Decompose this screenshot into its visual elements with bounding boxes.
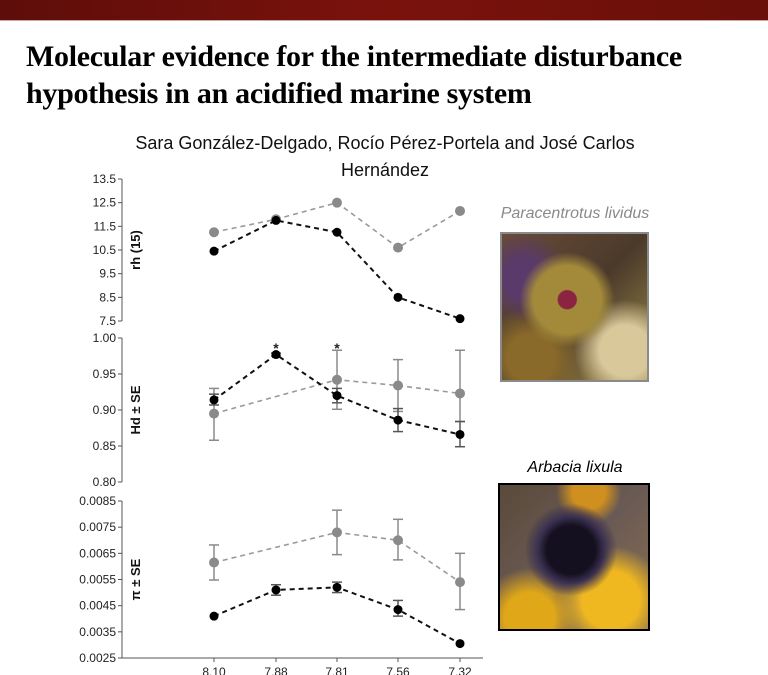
x-tick-label: 8.10: [202, 665, 226, 675]
data-point: [209, 246, 219, 256]
y-tick-label: 0.0035: [79, 625, 116, 639]
series-line: [213, 219, 461, 320]
data-point: [209, 557, 219, 568]
data-point: [455, 639, 465, 649]
y-tick-label: 1.00: [93, 331, 117, 345]
y-tick-label: 12.5: [93, 196, 117, 210]
series-line: [213, 353, 461, 436]
data-point: [332, 374, 342, 385]
series-line: [213, 378, 461, 415]
slide-authors: Sara González-Delgado, Rocío Pérez-Porte…: [135, 133, 635, 180]
y-tick-label: 0.0065: [79, 546, 116, 560]
y-tick-label: 0.0055: [79, 573, 116, 587]
data-point: [455, 314, 465, 324]
x-tick-label: 7.56: [386, 665, 410, 675]
y-tick-label: 8.5: [99, 290, 116, 304]
x-tick-label: 7.88: [264, 665, 288, 675]
data-point: [393, 605, 403, 615]
data-point: [393, 535, 403, 546]
y-tick-label: 9.5: [99, 267, 116, 281]
y-tick-label: 0.90: [93, 403, 117, 417]
data-point: [209, 611, 219, 621]
data-point: [455, 577, 465, 588]
y-tick-label: 0.0045: [79, 599, 116, 613]
data-point: [393, 380, 403, 391]
data-point: [271, 215, 281, 225]
series-line: [213, 586, 461, 645]
series-line: [213, 201, 461, 249]
y-tick-label: 0.0025: [79, 651, 116, 665]
y-tick-label: 0.0075: [79, 520, 116, 534]
x-tick-label: 7.32: [448, 665, 472, 675]
y-tick-label: 0.80: [93, 475, 117, 489]
y-tick-label: 0.85: [93, 439, 117, 453]
data-point: [332, 391, 342, 401]
species-label-arbacia: Arbacia lixula: [527, 459, 623, 476]
photo-paracentrotus-lividus: [500, 232, 649, 382]
photo-arbacia-lixula: [498, 483, 650, 631]
data-point: [455, 388, 465, 399]
data-point: [209, 227, 219, 238]
data-point: [209, 408, 219, 419]
data-point: [332, 197, 342, 208]
data-point: [455, 205, 465, 216]
y-axis-label: rh (15): [128, 230, 143, 270]
data-point: [332, 582, 342, 592]
y-axis-label: Hd ± SE: [128, 385, 143, 434]
y-tick-label: 10.5: [93, 243, 117, 257]
x-tick-label: 7.81: [325, 665, 349, 675]
data-point: [209, 395, 219, 405]
y-tick-label: 11.5: [94, 219, 117, 233]
species-label-paracentrotus: Paracentrotus lividus: [500, 205, 650, 222]
slide-title: Molecular evidence for the intermediate …: [26, 40, 682, 110]
y-tick-label: 13.5: [93, 172, 117, 186]
data-point: [393, 415, 403, 425]
data-point: [332, 527, 342, 538]
data-point: [393, 292, 403, 302]
data-point: [455, 429, 465, 439]
significance-marker: *: [334, 340, 340, 356]
y-tick-label: 7.5: [99, 314, 116, 328]
data-point: [332, 227, 342, 237]
data-point: [271, 585, 281, 595]
significance-marker: *: [273, 340, 279, 356]
y-axis-label: π ± SE: [128, 558, 143, 600]
series-line: [213, 531, 461, 583]
y-tick-label: 0.0085: [79, 494, 116, 508]
header-bar: [0, 0, 768, 21]
data-point: [271, 350, 281, 360]
data-point: [393, 242, 403, 253]
y-tick-label: 0.95: [93, 367, 117, 381]
